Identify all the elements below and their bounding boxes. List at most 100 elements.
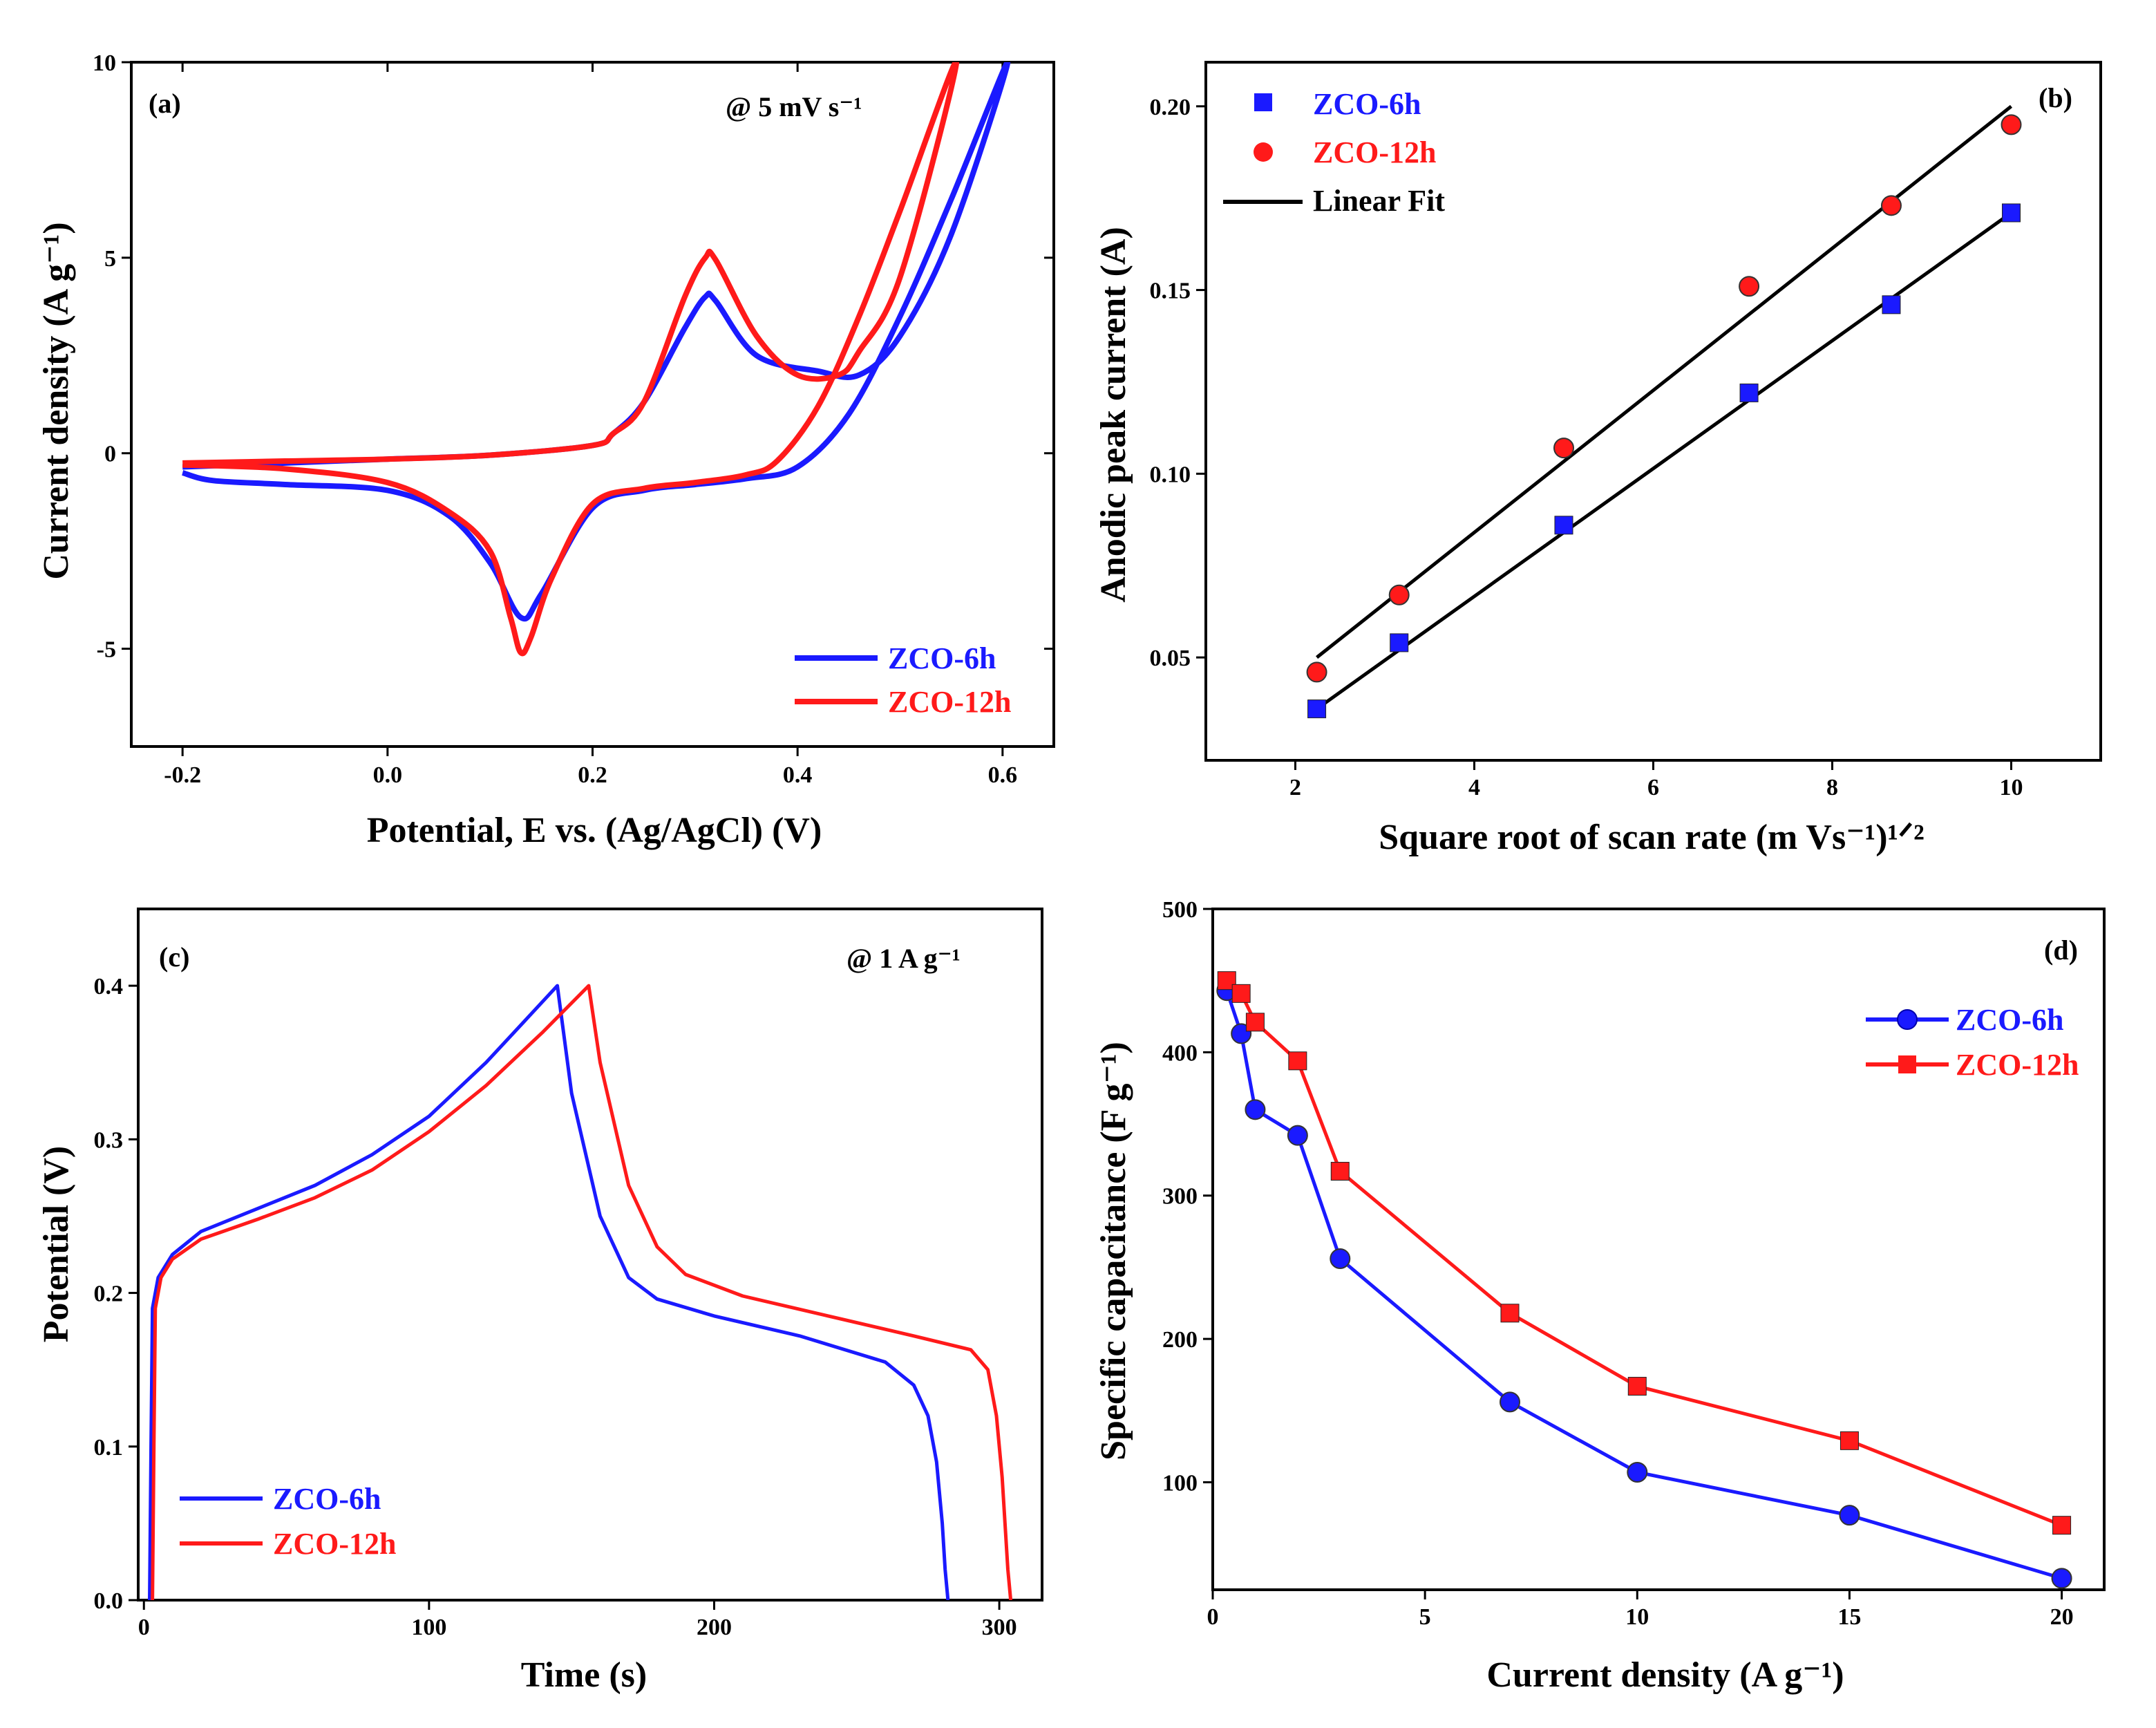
panel-a-x-tick-label: 0.2 bbox=[578, 762, 607, 788]
panel-b-y-axis-title: Anodic peak current (A) bbox=[1094, 227, 1133, 603]
panel-b-point-zco-6h bbox=[1554, 516, 1573, 535]
panel-a-legend-label-zco-6h: ZCO-6h bbox=[888, 641, 996, 675]
panel-d-point-zco-12h bbox=[1500, 1304, 1520, 1323]
panel-d-y-tick-label: 100 bbox=[1162, 1470, 1198, 1496]
panel-b-legend: ZCO-6h ZCO-12h Linear Fit bbox=[1223, 87, 1445, 218]
panel-b-peak-current-plot: 2 4 6 8 10 0.05 0.10 0.15 0.20 (b) Square root o… bbox=[1094, 61, 2102, 857]
panel-d-point-zco-6h bbox=[1287, 1125, 1308, 1146]
panel-d-legend-marker-zco-6h bbox=[1897, 1009, 1918, 1030]
panel-c-frame bbox=[137, 908, 1043, 1602]
panel-b-y-tick-label: 0.15 bbox=[1150, 279, 1191, 304]
panel-c-x-tick-label: 0 bbox=[138, 1615, 150, 1640]
panel-b-point-zco-12h bbox=[1388, 584, 1410, 605]
panel-d-point-zco-12h bbox=[1288, 1051, 1307, 1071]
panel-a-y-tick-label: -5 bbox=[97, 637, 116, 663]
panel-a-legend: ZCO-6h ZCO-12h bbox=[795, 641, 1011, 719]
panel-c-y-tick-label: 0.1 bbox=[94, 1435, 124, 1461]
panel-b-point-zco-6h bbox=[1882, 295, 1901, 314]
panel-c-legend: ZCO-6h ZCO-12h bbox=[180, 1482, 396, 1561]
panel-b-x-axis-title: Square root of scan rate (m Vs⁻¹)¹ᐟ² bbox=[1379, 818, 1925, 857]
panel-c-x-tick-label: 200 bbox=[697, 1615, 732, 1640]
panel-d-x-tick-label: 20 bbox=[2050, 1604, 2074, 1630]
panel-d-label: (d) bbox=[2044, 935, 2078, 966]
panel-c-series-group bbox=[148, 984, 1013, 1600]
panel-d-x-tick-label: 15 bbox=[1837, 1604, 1861, 1630]
panel-c-y-tick-label: 0.0 bbox=[94, 1588, 124, 1614]
panel-d-point-zco-6h bbox=[2051, 1568, 2072, 1589]
panel-c-plot-area: 0 100 200 300 0.0 0.1 0.2 0.3 0.4 bbox=[94, 908, 1043, 1640]
panel-a-series-zco-12h bbox=[182, 62, 960, 657]
panel-b-point-zco-12h bbox=[1553, 438, 1574, 459]
panel-b-plot-area: 2 4 6 8 10 0.05 0.10 0.15 0.20 bbox=[1150, 61, 2102, 800]
panel-d-capacitance-plot: 0 5 10 15 20 100 200 300 400 500 (d) Current dens… bbox=[1094, 897, 2106, 1695]
panel-b-legend-marker-zco-6h bbox=[1254, 93, 1272, 111]
panel-c-label: (c) bbox=[159, 941, 189, 973]
panel-b-point-zco-12h bbox=[2001, 114, 2022, 135]
panel-c-y-tick-label: 0.2 bbox=[94, 1281, 124, 1307]
panel-d-x-tick-label: 10 bbox=[1625, 1604, 1649, 1630]
panel-a-x-tick-label: -0.2 bbox=[164, 762, 201, 788]
panel-b-y-tick-label: 0.20 bbox=[1150, 95, 1191, 120]
panel-b-y-tick-label: 0.05 bbox=[1150, 646, 1191, 671]
panel-b-legend-label-fit: Linear Fit bbox=[1313, 184, 1445, 218]
panel-d-point-zco-6h bbox=[1627, 1461, 1648, 1483]
panel-d-x-tick-label: 5 bbox=[1419, 1604, 1431, 1630]
panel-b-legend-label-zco-6h: ZCO-6h bbox=[1313, 87, 1421, 121]
panel-b-point-zco-6h bbox=[2002, 203, 2021, 223]
panel-a-y-tick-label: 10 bbox=[93, 50, 116, 76]
panel-d-point-zco-12h bbox=[1245, 1013, 1265, 1032]
panel-c-annotation: @ 1 A g⁻¹ bbox=[847, 943, 961, 974]
panel-d-y-tick-label: 200 bbox=[1162, 1327, 1198, 1353]
panel-a-x-axis-title: Potential, E vs. (Ag/AgCl) (V) bbox=[367, 811, 822, 850]
panel-b-point-zco-12h bbox=[1880, 195, 1902, 216]
panel-c-x-axis-title: Time (s) bbox=[521, 1655, 647, 1695]
panel-d-point-zco-12h bbox=[2052, 1516, 2072, 1535]
panel-d-x-axis-title: Current density (A g⁻¹) bbox=[1486, 1655, 1844, 1695]
panel-c-series-zco-12h bbox=[151, 984, 1013, 1600]
panel-b-legend-label-zco-12h: ZCO-12h bbox=[1313, 135, 1436, 169]
panel-c-x-tick-label: 300 bbox=[982, 1615, 1017, 1640]
panel-d-point-zco-6h bbox=[1500, 1391, 1520, 1413]
panel-d-legend-label-zco-12h: ZCO-12h bbox=[1956, 1048, 2079, 1082]
panel-d-frame bbox=[1211, 908, 2106, 1591]
panel-d-point-zco-12h bbox=[1840, 1431, 1859, 1450]
panel-d-legend-label-zco-6h: ZCO-6h bbox=[1956, 1003, 2063, 1037]
panel-d-plot-area: 0 5 10 15 20 100 200 300 400 500 bbox=[1162, 897, 2106, 1630]
panel-a-y-tick-label: 5 bbox=[104, 246, 116, 272]
panel-d-y-tick-label: 500 bbox=[1162, 897, 1198, 923]
panel-d-point-zco-12h bbox=[1627, 1377, 1647, 1396]
panel-c-y-axis-title: Potential (V) bbox=[37, 1146, 76, 1342]
panel-a-y-axis-title: Current density (A g⁻¹) bbox=[37, 222, 76, 579]
panel-b-x-tick-label: 4 bbox=[1468, 775, 1480, 800]
panel-a-cv-plot: -0.2 0.0 0.2 0.4 0.6 -5 0 5 10 (a) @ 5 mV s⁻¹ Po… bbox=[37, 50, 1055, 850]
panel-b-x-tick-label: 8 bbox=[1826, 775, 1838, 800]
panel-a-annotation: @ 5 mV s⁻¹ bbox=[726, 91, 862, 122]
panel-d-legend: ZCO-6h ZCO-12h bbox=[1866, 1003, 2079, 1082]
panel-c-legend-label-zco-12h: ZCO-12h bbox=[273, 1527, 396, 1561]
panel-c-legend-label-zco-6h: ZCO-6h bbox=[273, 1482, 381, 1516]
panel-d-point-zco-6h bbox=[1330, 1248, 1351, 1269]
panel-b-y-tick-label: 0.10 bbox=[1150, 462, 1191, 487]
panel-b-x-tick-label: 6 bbox=[1647, 775, 1659, 800]
panel-a-legend-label-zco-12h: ZCO-12h bbox=[888, 685, 1011, 719]
panel-b-x-tick-label: 10 bbox=[2000, 775, 2023, 800]
panel-d-point-zco-6h bbox=[1245, 1099, 1266, 1120]
panel-a-x-tick-label: 0.0 bbox=[373, 762, 403, 788]
panel-a-x-tick-label: 0.6 bbox=[988, 762, 1018, 788]
panel-a-label: (a) bbox=[149, 88, 181, 119]
panel-b-legend-marker-zco-12h bbox=[1254, 142, 1273, 162]
panel-d-y-tick-label: 300 bbox=[1162, 1184, 1198, 1210]
panel-d-y-axis-title: Specific capacitance (F g⁻¹) bbox=[1094, 1042, 1133, 1461]
panel-d-point-zco-12h bbox=[1231, 984, 1251, 1003]
panel-b-point-zco-6h bbox=[1307, 699, 1327, 719]
panel-b-x-tick-label: 2 bbox=[1289, 775, 1301, 800]
panel-b-label: (b) bbox=[2039, 82, 2072, 113]
panel-b-point-zco-6h bbox=[1739, 383, 1759, 402]
panel-c-x-tick-label: 100 bbox=[411, 1615, 446, 1640]
panel-d-x-tick-label: 0 bbox=[1207, 1604, 1219, 1630]
panel-a-plot-area: -0.2 0.0 0.2 0.4 0.6 -5 0 5 10 bbox=[93, 50, 1055, 788]
panel-c-y-tick-label: 0.4 bbox=[94, 974, 124, 999]
